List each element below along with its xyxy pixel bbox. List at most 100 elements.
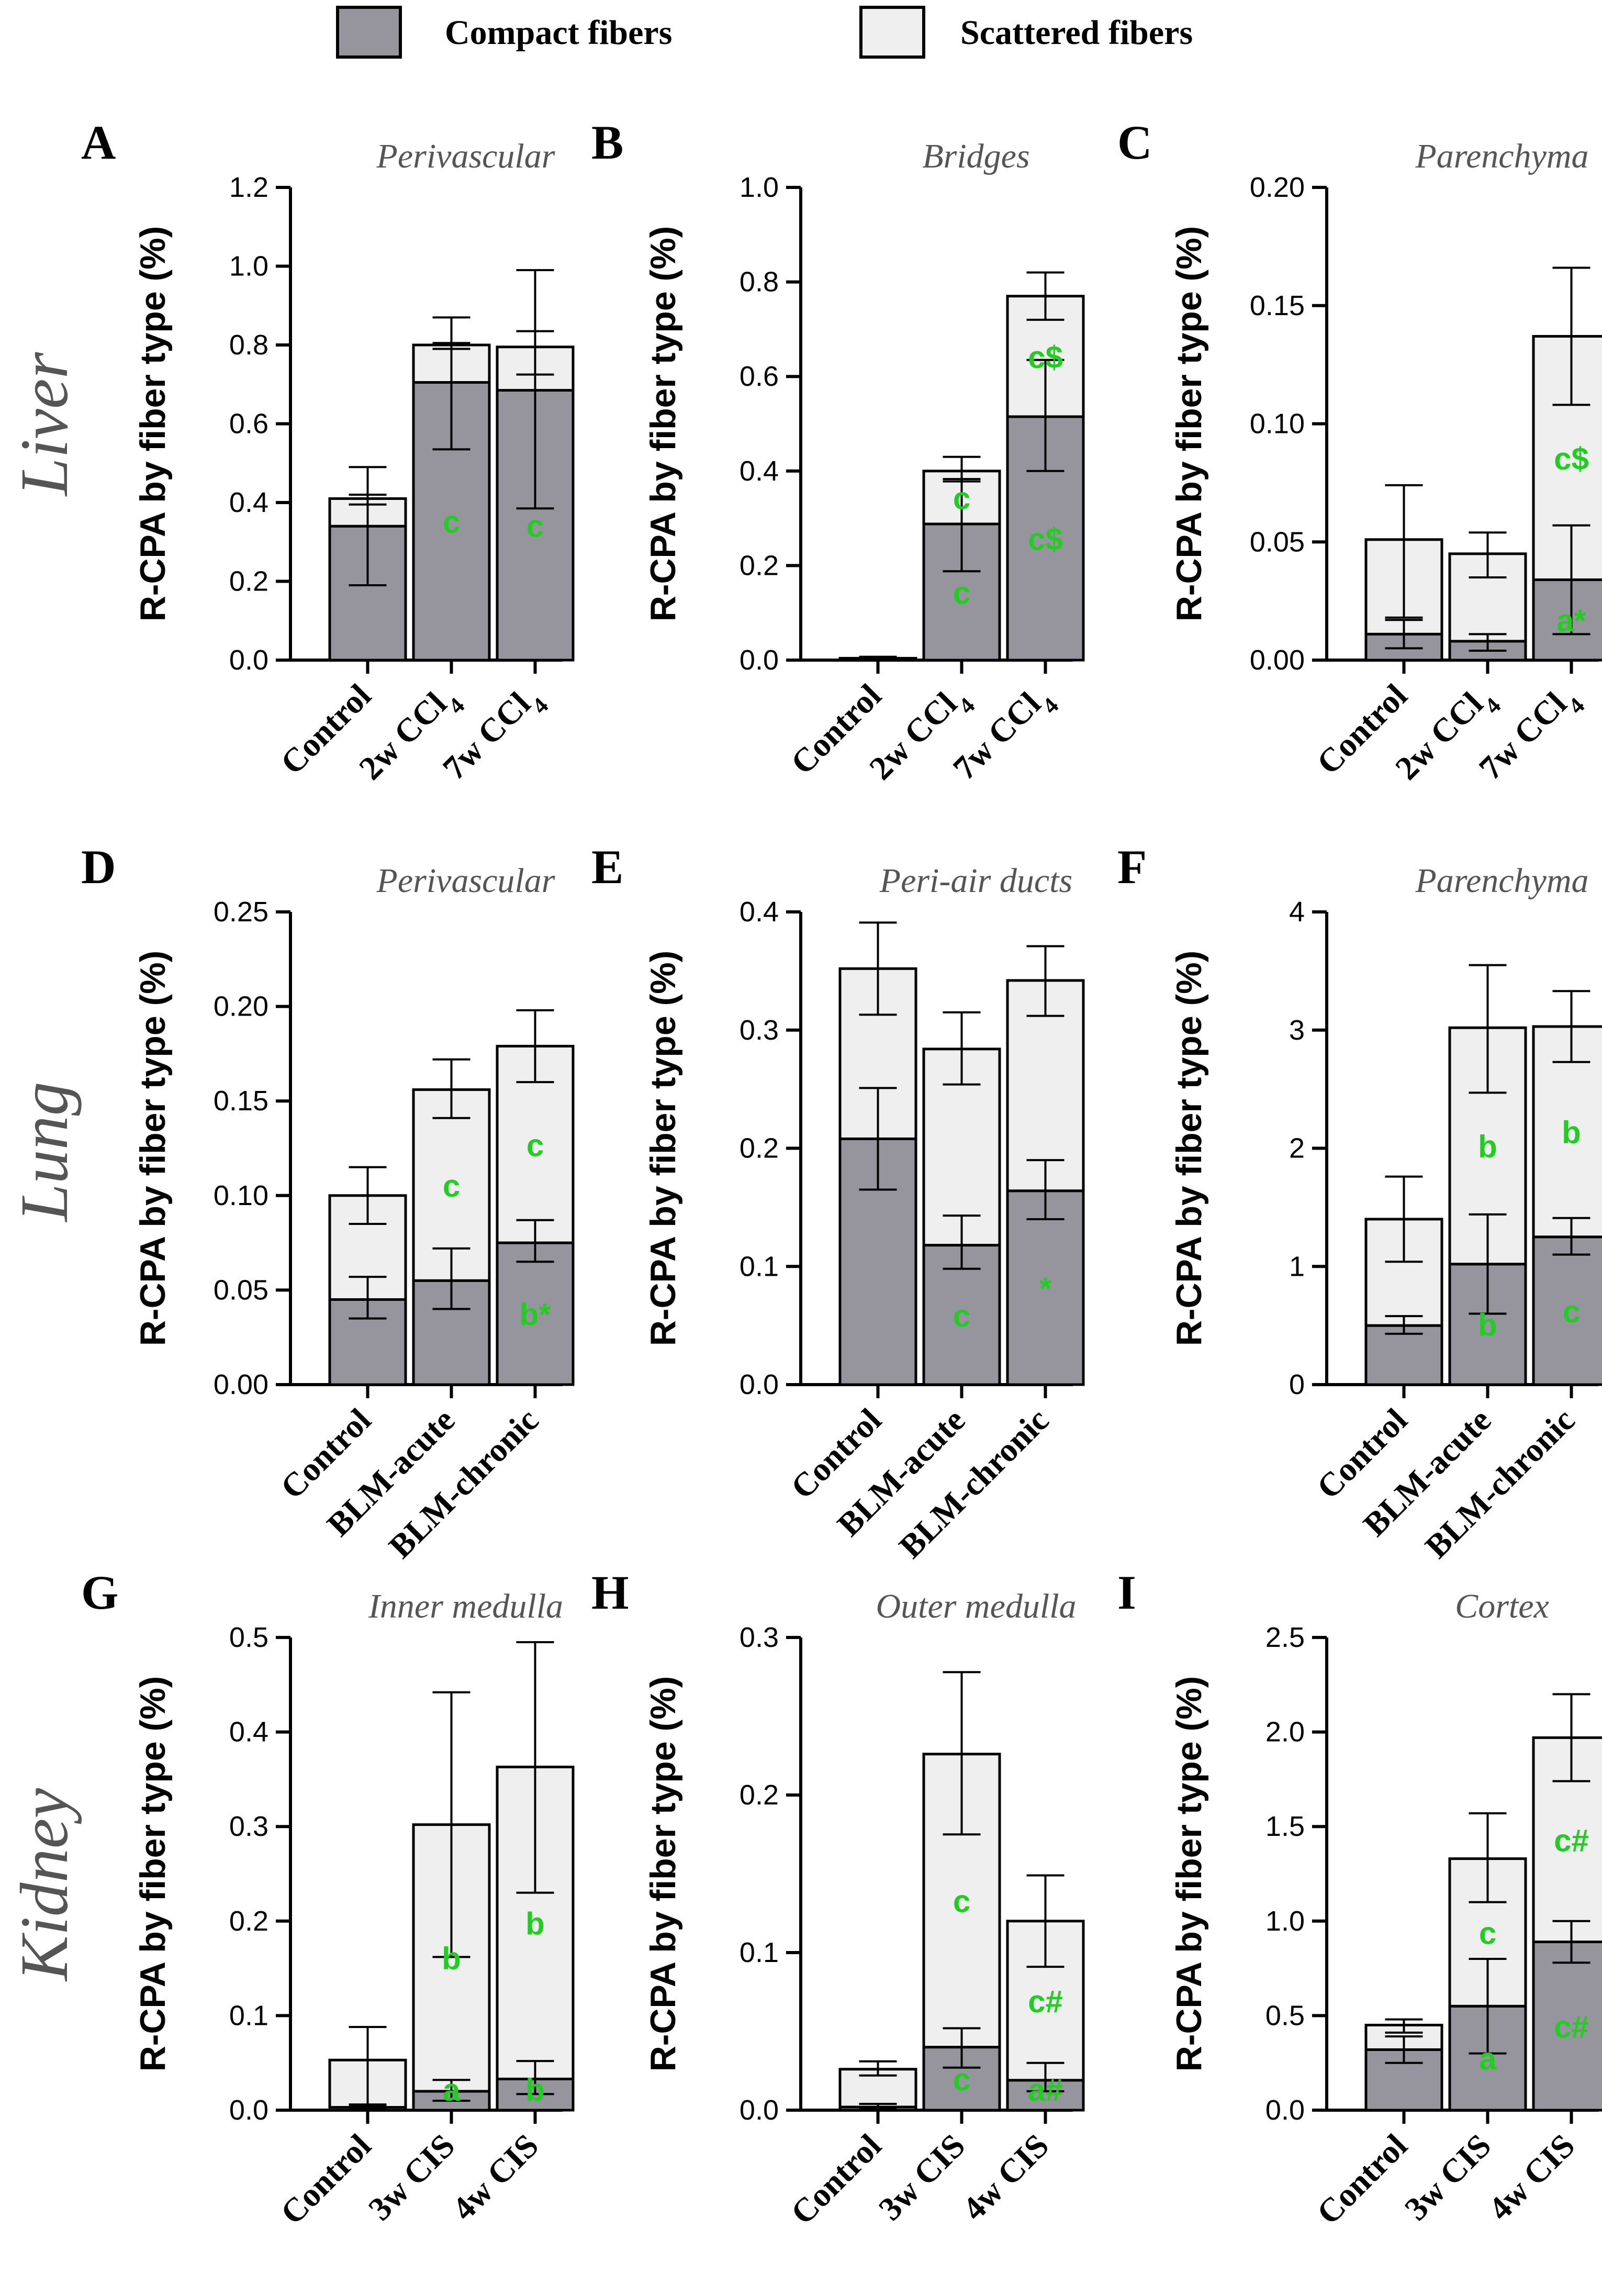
- bar-compact: [328, 525, 407, 662]
- panel-letter: E: [591, 840, 623, 894]
- y-tick-label: 0.4: [740, 896, 779, 928]
- legend-label-compact: Compact fibers: [445, 14, 672, 52]
- panel-letter: I: [1117, 1566, 1136, 1619]
- significance-scattered: c#: [1028, 1984, 1063, 2019]
- panel-letter: G: [81, 1566, 119, 1619]
- x-tick-label: 3w CIS: [871, 2127, 972, 2227]
- y-tick-label: 0.1: [229, 2000, 268, 2031]
- y-tick-label: 0.25: [214, 896, 268, 928]
- panel-title: Inner medulla: [368, 1587, 563, 1625]
- panel-title: Bridges: [922, 137, 1029, 175]
- y-tick-label: 0.1: [740, 1251, 779, 1282]
- significance-scattered: c#: [1554, 1823, 1589, 1858]
- organ-label-kidney: Kidney: [7, 1788, 82, 1982]
- y-tick-label: 0.3: [740, 1015, 779, 1046]
- panel-e: E Peri-air ducts R-CPA by fiber type (%) 0.…: [591, 840, 1085, 1565]
- y-tick-label: 0.20: [1250, 172, 1305, 203]
- x-tick-label: 4w CIS: [1481, 2127, 1582, 2227]
- y-tick-label: 0.0: [740, 644, 779, 676]
- panel-title: Cortex: [1455, 1587, 1549, 1625]
- significance-scattered: c: [953, 1884, 970, 1919]
- bar-compact: [1006, 1189, 1085, 1386]
- significance-compact: b: [1478, 1308, 1497, 1343]
- y-tick-label: 0.0: [740, 2094, 779, 2126]
- legend-label-scattered: Scattered fibers: [960, 14, 1193, 52]
- organ-label-liver: Liver: [7, 352, 82, 497]
- y-tick-label: 0.00: [214, 1369, 268, 1400]
- subscript-4: 4: [527, 693, 553, 719]
- x-tick-label: 3w CIS: [361, 2127, 462, 2227]
- panel-letter: B: [591, 116, 623, 169]
- panel-title: Peri-air ducts: [879, 862, 1072, 900]
- y-axis-label: R-CPA by fiber type (%): [133, 226, 173, 622]
- y-tick-label: 0.2: [229, 1905, 268, 1937]
- y-tick-label: 0.15: [1250, 290, 1305, 321]
- y-axis-label: R-CPA by fiber type (%): [643, 226, 683, 622]
- y-tick-label: 0.1: [740, 1937, 779, 1968]
- y-tick-label: 1.0: [229, 251, 268, 282]
- significance-compact: a#: [1028, 2072, 1063, 2108]
- panel-letter: H: [591, 1566, 629, 1619]
- significance-scattered: b: [442, 1941, 461, 1976]
- y-tick-label: 0.6: [740, 361, 779, 392]
- y-tick-label: 0.4: [229, 487, 268, 518]
- significance-scattered: c: [1479, 1915, 1496, 1951]
- subscript-4: 4: [1563, 693, 1589, 719]
- y-tick-label: 0.05: [1250, 526, 1305, 558]
- legend: Compact fibers Scattered fibers: [336, 6, 1193, 59]
- y-tick-label: 0.2: [740, 1133, 779, 1164]
- x-tick-label: Control: [273, 2127, 378, 2232]
- y-tick-label: 1.0: [1265, 1905, 1305, 1937]
- significance-compact: a*: [1556, 603, 1586, 638]
- x-tick-label: BLM-chronic: [382, 1401, 545, 1565]
- y-tick-label: 1.5: [1265, 1811, 1305, 1842]
- y-axis-label: R-CPA by fiber type (%): [1169, 226, 1209, 622]
- significance-compact: c: [953, 1298, 970, 1333]
- y-tick-label: 0.2: [229, 566, 268, 597]
- panel-letter: C: [1117, 116, 1152, 169]
- y-axis-label: R-CPA by fiber type (%): [643, 1676, 683, 2072]
- panel-title: Perivascular: [376, 137, 555, 175]
- significance-compact: *: [1039, 1271, 1052, 1306]
- y-tick-label: 4: [1289, 896, 1305, 928]
- panel-a: A Perivascular R-CPA by fiber type (%) 0.0 0…: [81, 116, 575, 795]
- significance-scattered: c$: [1028, 340, 1063, 375]
- significance-compact: c#: [1554, 2009, 1589, 2044]
- significance-scattered: b: [1562, 1115, 1581, 1150]
- y-tick-label: 0.0: [229, 2094, 268, 2126]
- y-tick-label: 0.8: [229, 329, 268, 361]
- significance-scattered: c: [953, 481, 970, 516]
- y-tick-label: 0.5: [1265, 2000, 1305, 2031]
- significance-scattered: b: [1478, 1129, 1497, 1164]
- panel-title: Parenchyma: [1415, 862, 1588, 900]
- y-tick-label: 0.4: [229, 1717, 268, 1748]
- significance-compact: c: [1563, 1294, 1580, 1329]
- y-tick-label: 0.5: [229, 1622, 268, 1653]
- y-tick-label: 0.0: [1265, 2094, 1305, 2126]
- panel-letter: A: [81, 116, 116, 169]
- y-tick-label: 0.0: [740, 1369, 779, 1400]
- panel-title: Parenchyma: [1415, 137, 1588, 175]
- significance-compact: c: [953, 575, 970, 610]
- y-tick-label: 2.5: [1265, 1622, 1305, 1653]
- significance-compact: c: [443, 505, 460, 540]
- significance-compact: c$: [1028, 521, 1063, 556]
- panel-h: H Outer medulla R-CPA by fiber type (%) 0.0…: [591, 1566, 1085, 2232]
- panel-b: B Bridges R-CPA by fiber type (%) 0.0 0.2 0.4…: [591, 116, 1085, 795]
- significance-compact: a: [443, 2072, 461, 2108]
- bar-compact: [1532, 1941, 1602, 2112]
- y-tick-label: 0.2: [740, 1779, 779, 1811]
- bar-compact: [1364, 1324, 1443, 1386]
- x-tick-label: Control: [1309, 2127, 1414, 2232]
- panel-d: D Perivascular R-CPA by fiber type (%) 0.00…: [81, 840, 575, 1565]
- bar-compact: [412, 381, 491, 662]
- y-tick-label: 0.3: [229, 1811, 268, 1842]
- legend-swatch-scattered: [859, 6, 925, 59]
- y-axis-label: R-CPA by fiber type (%): [133, 951, 173, 1346]
- organ-label-lung: Lung: [7, 1082, 82, 1222]
- y-tick-label: 1.2: [229, 172, 268, 203]
- x-tick-label: BLM-chronic: [1418, 1401, 1582, 1565]
